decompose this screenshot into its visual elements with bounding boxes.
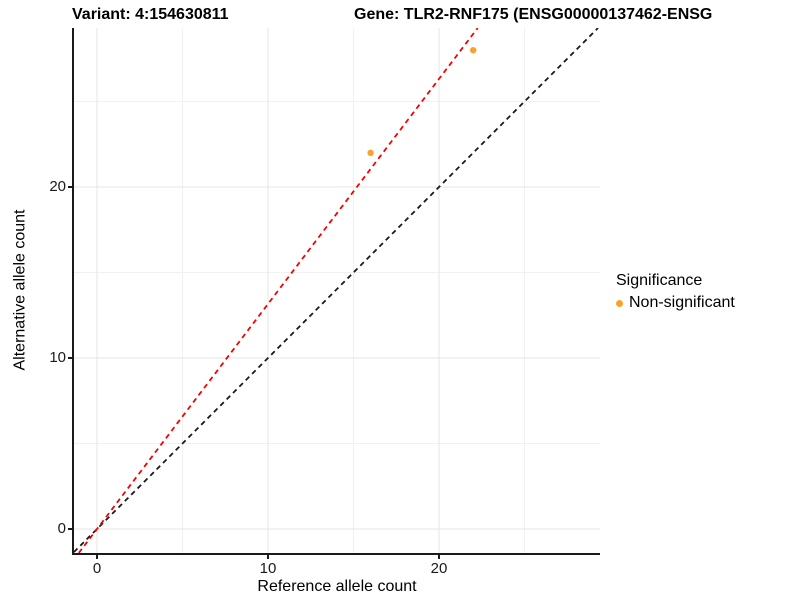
y-tick-label: 10 xyxy=(49,349,66,366)
y-tick-label: 20 xyxy=(49,178,66,195)
y-tick-mark xyxy=(68,186,72,188)
identity-line xyxy=(73,27,599,553)
x-tick-label: 10 xyxy=(259,560,277,577)
y-tick-label: 0 xyxy=(57,520,66,537)
legend-point-icon xyxy=(616,299,623,307)
x-tick-label: 20 xyxy=(430,560,448,577)
x-tick-mark xyxy=(438,555,440,559)
gene-title: Gene: TLR2-RNF175 (ENSG00000137462-ENSG xyxy=(354,6,713,23)
data-point xyxy=(470,47,477,54)
y-tick-mark xyxy=(68,357,72,359)
x-tick-label: 0 xyxy=(92,560,102,577)
fit-line xyxy=(78,27,479,554)
variant-title: Variant: 4:154630811 xyxy=(72,6,229,23)
data-point xyxy=(367,149,374,156)
legend: Significance Non-significant xyxy=(616,271,735,313)
y-tick-mark xyxy=(68,528,72,530)
x-tick-mark xyxy=(267,555,269,559)
legend-title: Significance xyxy=(616,272,703,289)
plot-canvas xyxy=(73,27,600,554)
x-axis-line xyxy=(72,553,600,555)
legend-item: Non-significant xyxy=(616,293,735,313)
legend-item-label: Non-significant xyxy=(629,294,735,311)
y-axis-line xyxy=(72,28,74,555)
plot-panel xyxy=(73,27,600,554)
x-tick-mark xyxy=(96,555,98,559)
y-axis-title: Alternative allele count xyxy=(11,209,29,371)
x-axis-title: Reference allele count xyxy=(257,578,417,595)
